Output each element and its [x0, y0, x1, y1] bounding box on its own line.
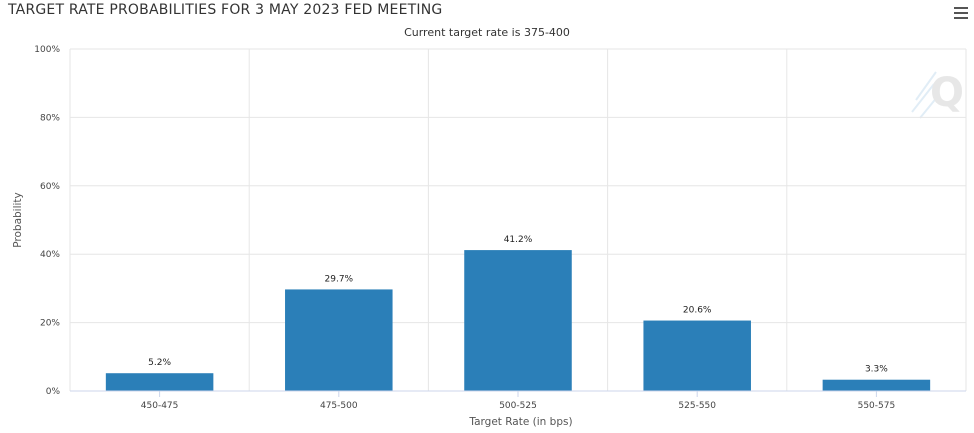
- x-tick-label: 500-525: [499, 401, 537, 411]
- bar-550-575[interactable]: [822, 379, 931, 391]
- y-tick-label: 20%: [40, 319, 60, 329]
- y-tick-label: 100%: [34, 45, 60, 55]
- chart-title: TARGET RATE PROBABILITIES FOR 3 MAY 2023…: [8, 2, 443, 18]
- bar-475-500[interactable]: [285, 289, 393, 391]
- svg-text:Q: Q: [930, 70, 964, 116]
- data-label: 3.3%: [865, 365, 888, 375]
- y-tick-label: 40%: [40, 250, 60, 260]
- y-axis-title: Probability: [12, 192, 24, 248]
- y-tick-label: 60%: [40, 182, 60, 192]
- q-logo-icon: Q: [911, 70, 964, 119]
- data-label: 5.2%: [148, 358, 171, 368]
- x-tick-label: 475-500: [320, 401, 358, 411]
- data-label: 20.6%: [683, 306, 712, 316]
- hamburger-menu-icon[interactable]: [954, 7, 968, 21]
- y-tick-label: 0%: [46, 387, 61, 397]
- y-tick-label: 80%: [40, 113, 60, 123]
- bar-450-475[interactable]: [105, 373, 214, 391]
- chart-subtitle: Current target rate is 375-400: [404, 26, 570, 39]
- x-axis-title: Target Rate (in bps): [468, 416, 572, 428]
- bar-525-550[interactable]: [643, 320, 751, 391]
- data-label: 29.7%: [325, 274, 354, 284]
- data-label: 41.2%: [504, 235, 533, 245]
- bar-500-525[interactable]: [464, 250, 572, 391]
- x-tick-label: 450-475: [141, 401, 179, 411]
- x-tick-label: 525-550: [678, 401, 716, 411]
- x-tick-label: 550-575: [858, 401, 896, 411]
